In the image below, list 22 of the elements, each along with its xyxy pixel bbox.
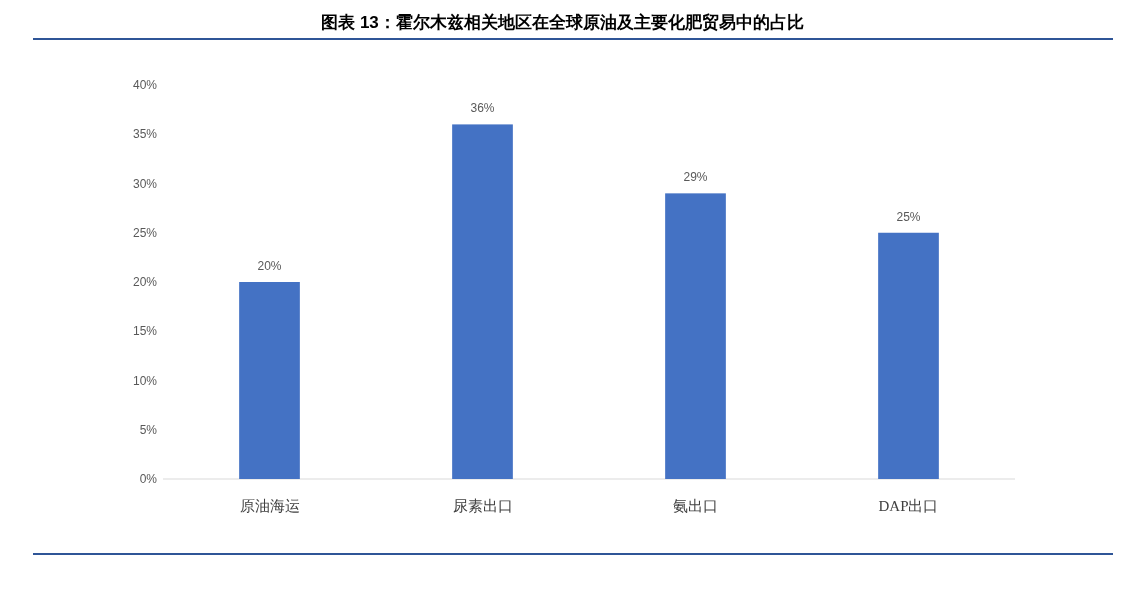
y-tick-label: 35% [132,127,158,142]
bar [665,193,726,479]
bar [239,282,300,479]
x-tick-label: DAP出口 [878,498,939,514]
bar [452,124,513,479]
y-tick-label: 15% [132,324,158,339]
y-tick-label: 30% [132,176,158,191]
bar [878,232,939,479]
x-tick-label: 氨出口 [673,498,718,514]
y-tick-label: 5% [139,422,158,437]
data-label: 36% [470,101,495,116]
chart-title: 图表 13：霍尔木兹相关地区在全球原油及主要化肥贸易中的占比 [321,13,804,32]
x-tick-label: 原油海运 [239,498,300,514]
y-tick-label: 10% [132,373,158,388]
y-tick-label: 0% [139,472,158,486]
y-tick-label: 25% [132,225,158,240]
y-tick-label: 40% [132,78,158,92]
y-tick-label: 20% [132,275,158,289]
data-label: 20% [257,259,282,273]
x-tick-label: 尿素出口 [452,498,513,514]
data-label: 29% [683,170,708,185]
data-label: 25% [896,209,921,224]
